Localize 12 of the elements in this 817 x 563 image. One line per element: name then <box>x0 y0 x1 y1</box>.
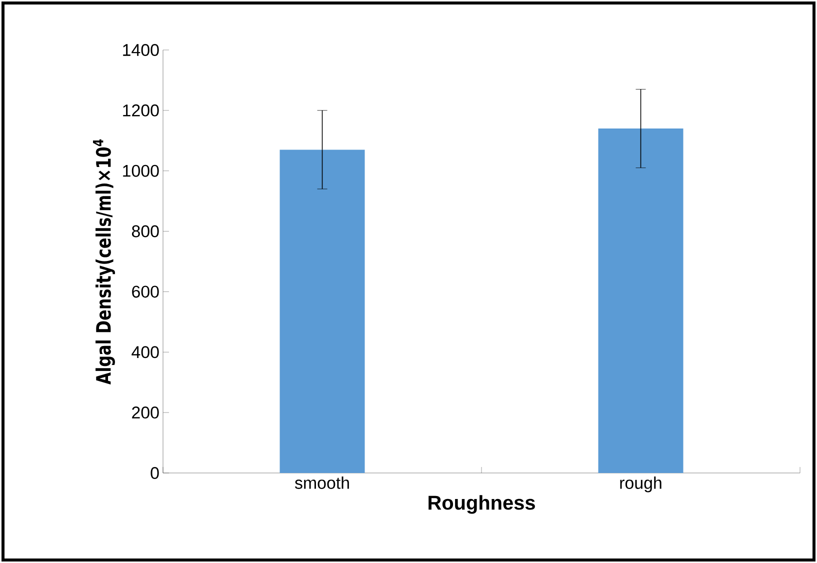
x-tick-label: smooth <box>294 476 349 489</box>
y-tick-label: 1200 <box>123 104 159 116</box>
y-tick-label: 200 <box>132 406 159 419</box>
y-tick-label: 1400 <box>123 44 159 56</box>
y-tick-label: 600 <box>132 286 159 298</box>
y-axis-title: Algal Density(cells/ml)×10$^{4}$ <box>93 139 115 385</box>
x-tick-label: rough <box>620 476 662 492</box>
y-tick-label: 400 <box>132 346 159 358</box>
y-tick-label: 1000 <box>123 164 159 177</box>
y-tick-label: 800 <box>132 225 159 238</box>
y-tick-label: 0 <box>150 466 159 479</box>
x-axis-title: Roughness <box>428 495 535 514</box>
